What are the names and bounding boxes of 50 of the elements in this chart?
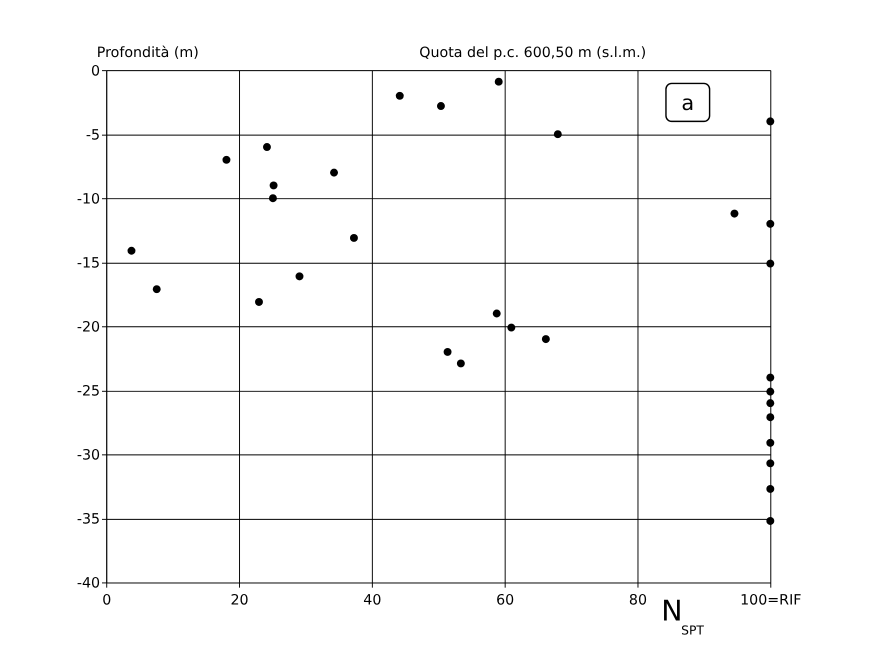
point (262, 143, 271, 151)
point (766, 413, 774, 422)
point (730, 210, 738, 218)
point (494, 78, 503, 86)
point (507, 324, 516, 332)
point (268, 194, 277, 202)
x-tick-label: 60 (496, 592, 514, 609)
y-tick-label: -20 (76, 320, 100, 336)
point (444, 348, 452, 356)
point (766, 484, 774, 493)
point (766, 220, 774, 228)
point (456, 359, 465, 368)
y-tick-label: -25 (76, 384, 100, 400)
y-tick-label: -40 (76, 576, 100, 592)
point (350, 234, 358, 242)
x-tick-label: 0 (102, 592, 112, 609)
y-tick-label: -10 (76, 191, 100, 208)
annotation: a (681, 91, 694, 116)
point (296, 272, 304, 280)
point (766, 399, 774, 408)
point (554, 130, 562, 138)
point (436, 102, 445, 110)
point (128, 246, 136, 255)
point (766, 374, 774, 382)
x-tick-label: 20 (230, 592, 249, 609)
point (766, 388, 774, 396)
text: Quota del p.c. 600,50 m (s.l.m.) (419, 44, 646, 61)
point (330, 168, 338, 177)
point (766, 517, 774, 525)
point (255, 298, 263, 306)
point (222, 156, 230, 164)
point (396, 92, 404, 100)
point (542, 335, 550, 344)
point (492, 310, 501, 318)
point (766, 459, 774, 468)
x-tick-label: 100=RIF (740, 592, 802, 609)
point (270, 181, 278, 190)
point (152, 285, 161, 294)
x-axis-title: NSPT (661, 594, 704, 638)
y-tick-label: -15 (76, 255, 100, 272)
point (766, 260, 774, 268)
y-tick-label: -5 (86, 127, 100, 144)
y-tick-label: 0 (91, 63, 100, 80)
y-tick-label: -35 (76, 512, 100, 528)
x-tick-label: 80 (628, 592, 648, 609)
x-tick-label: 40 (363, 592, 382, 609)
point (766, 438, 774, 447)
point (766, 117, 774, 126)
y-axis-title: Profondità (m) (96, 44, 199, 61)
y-tick-label: -30 (76, 448, 100, 464)
